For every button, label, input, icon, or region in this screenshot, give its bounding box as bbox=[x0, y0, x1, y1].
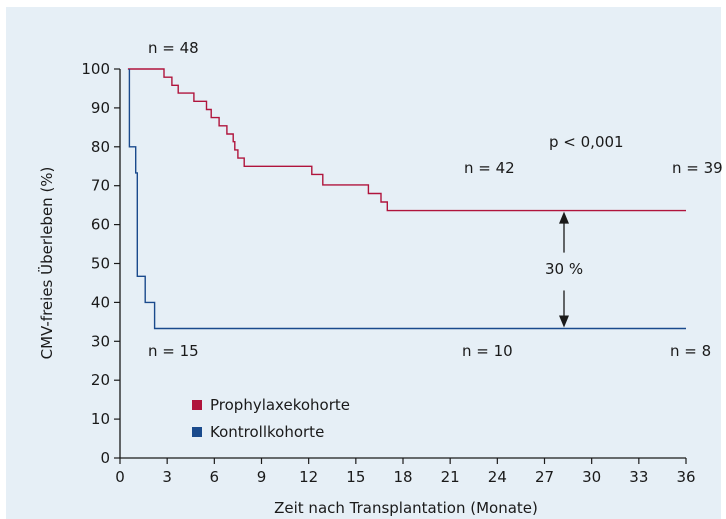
x-tick-label: 36 bbox=[676, 468, 695, 486]
y-tick-label: 90 bbox=[91, 99, 110, 117]
y-tick-label: 60 bbox=[91, 216, 110, 234]
legend-swatch-prophylaxe bbox=[192, 400, 202, 410]
arrow-down-head bbox=[559, 315, 569, 328]
y-tick-label: 100 bbox=[81, 60, 110, 78]
x-tick-label: 27 bbox=[535, 468, 554, 486]
x-tick-label: 24 bbox=[488, 468, 507, 486]
x-tick-label: 15 bbox=[346, 468, 365, 486]
arrow-up-head bbox=[559, 211, 569, 224]
legend-label-kontrolle: Kontrollkohorte bbox=[210, 423, 324, 441]
series-line-kontrolle bbox=[128, 69, 686, 330]
n-start-kontrolle-label: n = 15 bbox=[148, 342, 199, 360]
y-tick-label: 50 bbox=[91, 255, 110, 273]
x-tick-label: 18 bbox=[393, 468, 412, 486]
x-tick-label: 6 bbox=[210, 468, 220, 486]
x-tick-label: 21 bbox=[441, 468, 460, 486]
y-tick-label: 20 bbox=[91, 371, 110, 389]
chart-panel bbox=[6, 7, 721, 519]
n-mid-prophylaxe-label: n = 42 bbox=[464, 159, 515, 177]
y-tick-label: 10 bbox=[91, 410, 110, 428]
n-end-kontrolle-label: n = 8 bbox=[670, 342, 711, 360]
y-tick-label: 0 bbox=[100, 449, 110, 467]
n-start-prophylaxe-label: n = 48 bbox=[148, 39, 199, 57]
x-tick-label: 3 bbox=[162, 468, 172, 486]
legend: Prophylaxekohorte Kontrollkohorte bbox=[192, 396, 350, 441]
x-tick-label: 9 bbox=[257, 468, 267, 486]
y-tick-label: 30 bbox=[91, 332, 110, 350]
series-line-prophylaxe bbox=[127, 68, 686, 212]
x-axis-label: Zeit nach Transplantation (Monate) bbox=[274, 499, 538, 517]
axes bbox=[119, 69, 686, 459]
x-tick-label: 33 bbox=[629, 468, 648, 486]
difference-arrows bbox=[559, 211, 569, 328]
y-axis-label: CMV-freies Überleben (%) bbox=[37, 167, 56, 360]
x-tick-label: 0 bbox=[115, 468, 125, 486]
x-tick-label: 12 bbox=[299, 468, 318, 486]
n-end-prophylaxe-label: n = 39 bbox=[672, 159, 723, 177]
p-value-label: p < 0,001 bbox=[549, 133, 624, 151]
series-group bbox=[127, 68, 686, 330]
n-mid-kontrolle-label: n = 10 bbox=[462, 342, 513, 360]
difference-label: 30 % bbox=[545, 260, 583, 278]
y-tick-label: 40 bbox=[91, 293, 110, 311]
annotations: n = 48 p < 0,001 n = 42 n = 39 30 % n = … bbox=[148, 39, 723, 360]
y-tick-label: 80 bbox=[91, 138, 110, 156]
legend-label-prophylaxe: Prophylaxekohorte bbox=[210, 396, 350, 414]
x-tick-label: 30 bbox=[582, 468, 601, 486]
y-tick-label: 70 bbox=[91, 177, 110, 195]
legend-swatch-kontrolle bbox=[192, 427, 202, 437]
